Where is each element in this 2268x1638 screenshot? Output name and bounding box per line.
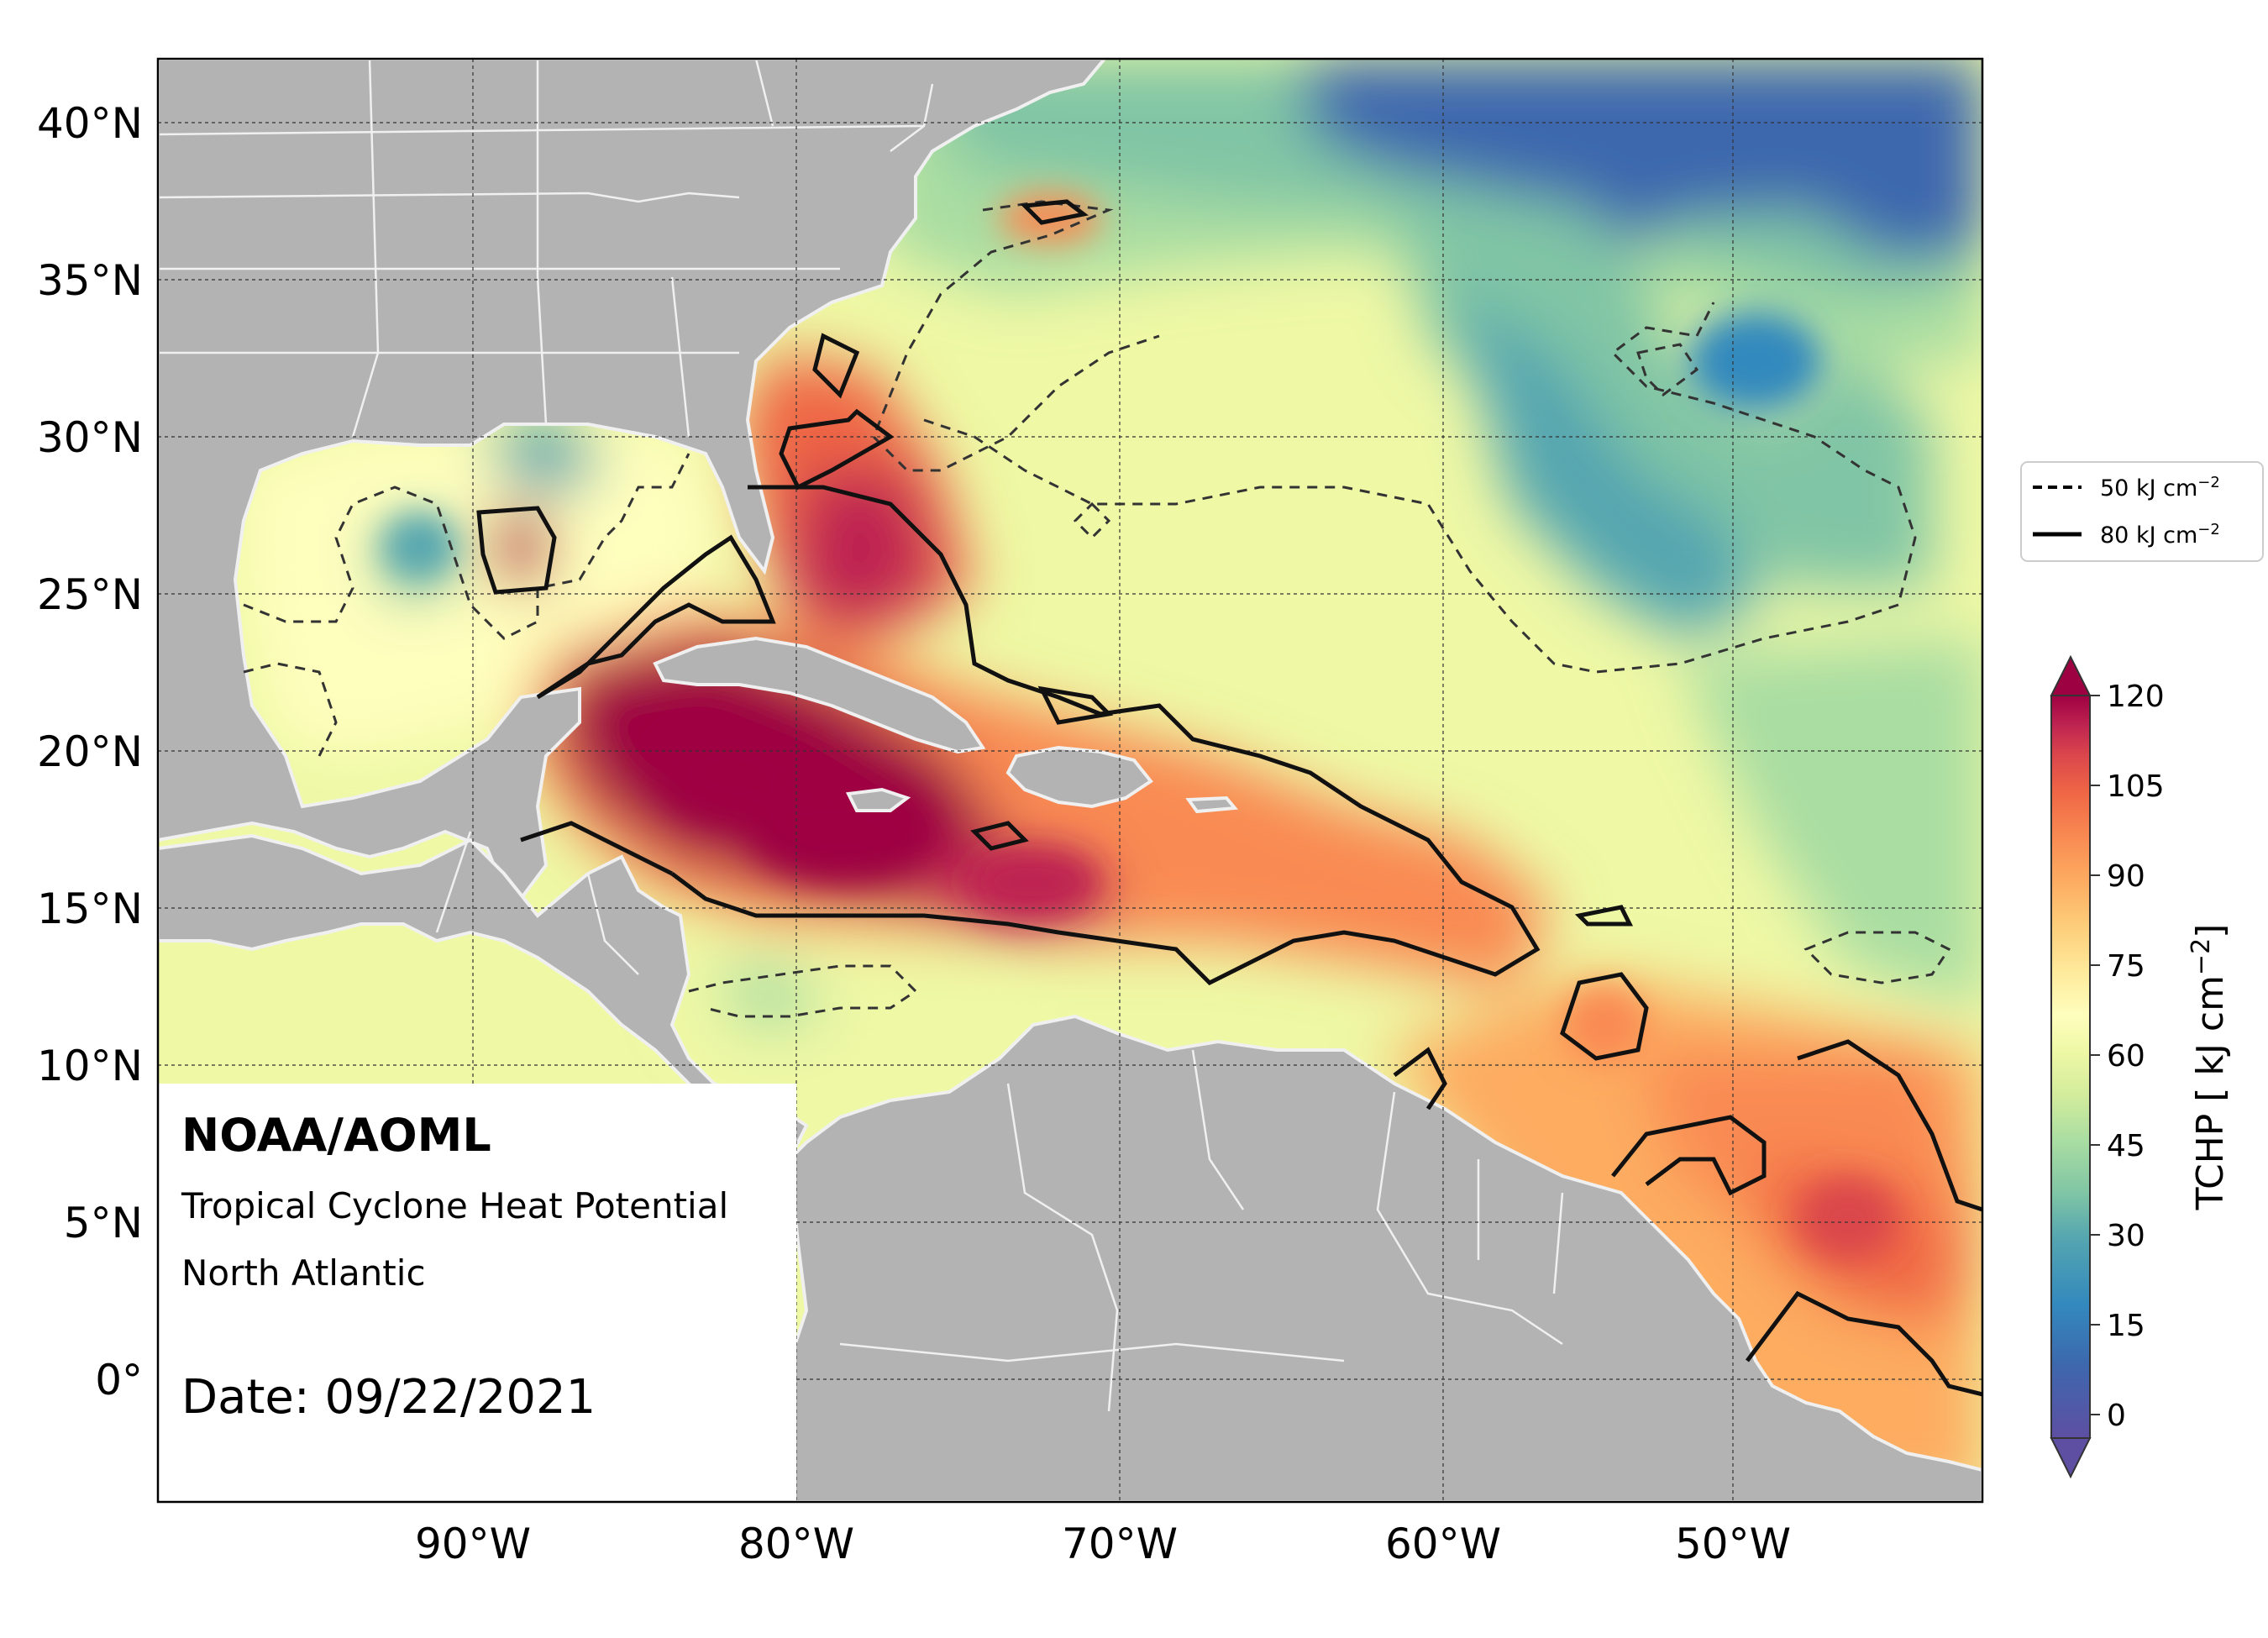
cb-tick-label: 105	[2107, 769, 2165, 804]
lat-label: 35°N	[37, 256, 143, 305]
legend-dashed-label: 50 kJ cm−2	[2100, 474, 2220, 501]
contour-50-dashed	[243, 200, 1951, 1018]
colorbar: 120 105 90 75 60 45 30 15 0 TCHP [ kJ cm…	[2050, 654, 2232, 1479]
colorbar-ticks	[2090, 695, 2100, 1415]
lat-label: 0°	[95, 1356, 143, 1404]
cb-tick-label: 90	[2107, 859, 2145, 894]
cb-tick-label: 15	[2107, 1309, 2145, 1343]
legend-solid-label: 80 kJ cm−2	[2100, 521, 2220, 549]
lat-label: 15°N	[37, 885, 143, 933]
lon-label: 80°W	[738, 1520, 854, 1568]
land-south-america	[754, 1014, 1982, 1502]
colorbar-title: TCHP [ kJ cm−2]	[2187, 924, 2232, 1211]
lat-label: 10°N	[37, 1042, 143, 1090]
info-text: NOAA/AOML Tropical Cyclone Heat Potentia…	[181, 1109, 728, 1425]
lon-label: 60°W	[1385, 1520, 1501, 1568]
info-date: Date: 09/22/2021	[181, 1370, 596, 1425]
lat-label: 20°N	[37, 727, 143, 776]
cb-tick-label: 60	[2107, 1039, 2145, 1074]
map-frame	[156, 57, 1984, 1504]
info-panel	[158, 1084, 796, 1502]
land-central-america	[158, 833, 809, 1162]
lat-label: 30°N	[37, 413, 143, 462]
longitude-labels: 90°W 80°W 70°W 60°W 50°W	[415, 1520, 1791, 1568]
colorbar-bar	[2050, 695, 2091, 1439]
map-panel	[158, 59, 1982, 1502]
info-product: Tropical Cyclone Heat Potential	[181, 1185, 728, 1226]
info-region: North Atlantic	[181, 1252, 426, 1294]
cb-tick-label: 120	[2107, 680, 2165, 714]
cb-tick-label: 45	[2107, 1129, 2145, 1163]
colorbar-tick-labels: 120 105 90 75 60 45 30 15 0	[2107, 680, 2165, 1433]
colorbar-bottom-arrow	[2050, 1437, 2092, 1479]
cb-tick-label: 75	[2107, 949, 2145, 984]
colorbar-top-arrow	[2050, 654, 2092, 696]
contour-80-solid	[476, 199, 1982, 1397]
land-jamaica	[845, 787, 911, 812]
cb-tick-label: 0	[2107, 1399, 2126, 1433]
cb-tick-label: 30	[2107, 1219, 2145, 1253]
land-hispaniola	[1005, 745, 1153, 809]
lat-label: 5°N	[64, 1199, 143, 1247]
lon-label: 90°W	[415, 1520, 531, 1568]
info-org: NOAA/AOML	[181, 1109, 491, 1162]
lat-label: 25°N	[37, 570, 143, 619]
land-cuba	[653, 636, 986, 754]
lon-label: 50°W	[1675, 1520, 1791, 1568]
latitude-labels: 40°N 35°N 30°N 25°N 20°N 15°N 10°N 5°N 0…	[37, 99, 143, 1404]
land-puerto-rico	[1185, 795, 1238, 814]
lon-label: 70°W	[1062, 1520, 1178, 1568]
lat-label: 40°N	[37, 99, 143, 148]
contour-legend: 50 kJ cm−2 80 kJ cm−2	[2020, 461, 2264, 562]
